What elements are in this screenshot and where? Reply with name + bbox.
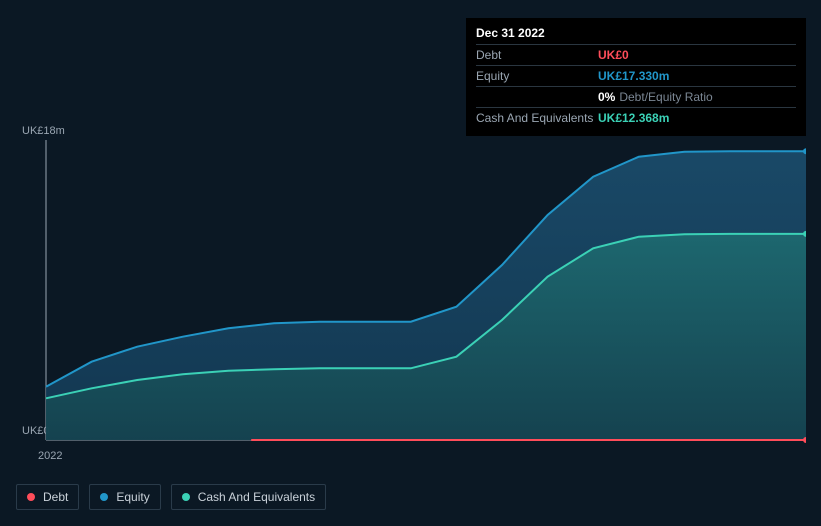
legend-dot-icon xyxy=(182,493,190,501)
legend-dot-icon xyxy=(100,493,108,501)
tooltip-ratio-pct: 0% xyxy=(598,90,615,104)
legend-item-cash[interactable]: Cash And Equivalents xyxy=(171,484,326,510)
tooltip-row-ratio: 0% Debt/Equity Ratio xyxy=(476,86,796,107)
legend-item-debt[interactable]: Debt xyxy=(16,484,79,510)
tooltip-ratio-text: Debt/Equity Ratio xyxy=(619,90,712,104)
tooltip-equity-label: Equity xyxy=(476,69,598,83)
legend-item-equity[interactable]: Equity xyxy=(89,484,160,510)
tooltip-panel: Dec 31 2022 Debt UK£0 Equity UK£17.330m … xyxy=(466,18,806,136)
tooltip-equity-value: UK£17.330m xyxy=(598,69,796,83)
chart-area xyxy=(16,120,806,480)
chart-svg xyxy=(16,120,806,480)
tooltip-debt-value: UK£0 xyxy=(598,48,796,62)
legend: Debt Equity Cash And Equivalents xyxy=(16,484,326,510)
legend-label: Equity xyxy=(116,490,149,504)
tooltip-date: Dec 31 2022 xyxy=(476,24,796,44)
legend-label: Cash And Equivalents xyxy=(198,490,315,504)
legend-label: Debt xyxy=(43,490,68,504)
tooltip-row-equity: Equity UK£17.330m xyxy=(476,65,796,86)
tooltip-row-debt: Debt UK£0 xyxy=(476,44,796,65)
tooltip-ratio-value: 0% Debt/Equity Ratio xyxy=(598,90,796,104)
tooltip-ratio-label-empty xyxy=(476,90,598,104)
legend-dot-icon xyxy=(27,493,35,501)
tooltip-debt-label: Debt xyxy=(476,48,598,62)
